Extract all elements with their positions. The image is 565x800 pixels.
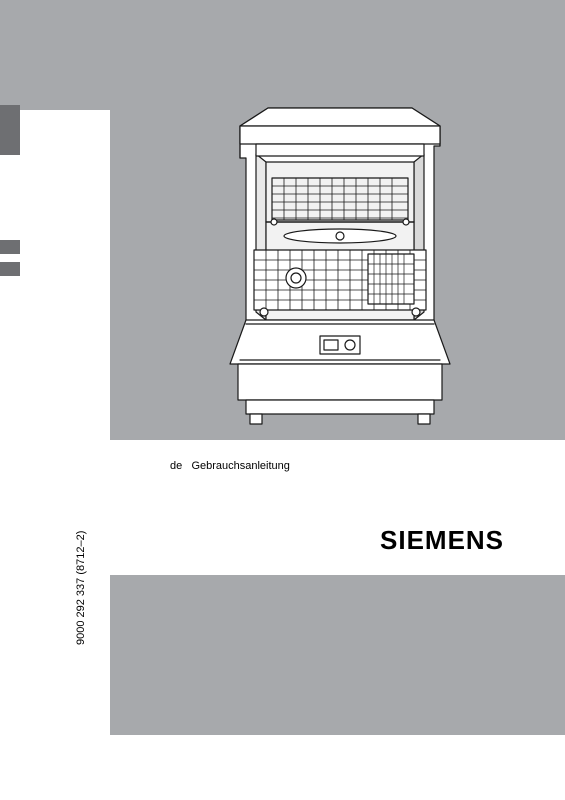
language-code: de bbox=[170, 460, 182, 472]
brand-wordmark: SIEMENS bbox=[380, 525, 504, 556]
part-number: 9000 292 337 (8712–2) bbox=[75, 531, 87, 645]
spine-notch-2b bbox=[0, 262, 20, 276]
document-type: Gebrauchsanleitung bbox=[191, 460, 289, 472]
spine-top-block bbox=[0, 0, 110, 110]
manual-cover: 9000 292 337 (8712–2) bbox=[0, 0, 565, 800]
cover-bottom-panel bbox=[110, 575, 565, 735]
spine-notch-2a bbox=[0, 240, 20, 254]
spine-notch-1 bbox=[0, 105, 20, 155]
spine-column: 9000 292 337 (8712–2) bbox=[0, 0, 110, 800]
language-label: de Gebrauchsanleitung bbox=[170, 460, 290, 472]
dishwasher-illustration bbox=[200, 100, 480, 430]
bottom-margin bbox=[110, 735, 565, 760]
